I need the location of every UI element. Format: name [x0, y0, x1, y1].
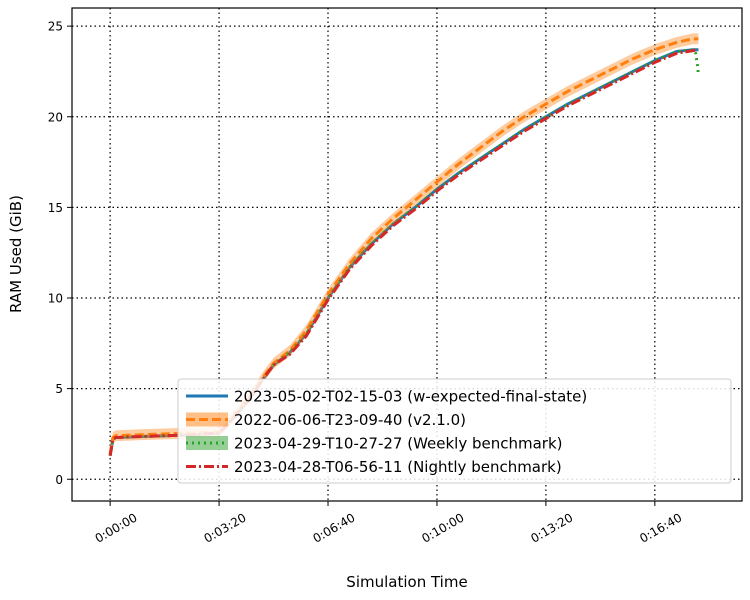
plot-frame	[71, 7, 743, 502]
x-tick-label: 0:00:00	[93, 510, 140, 545]
x-tick-label: 0:13:20	[528, 510, 575, 545]
x-tick-label: 0:06:40	[310, 510, 357, 545]
legend-entry: 2023-05-02-T02-15-03 (w-expected-final-s…	[234, 388, 587, 406]
series-line-3	[108, 48, 699, 456]
legend-entry: 2023-04-28-T06-56-11 (Nightly benchmark)	[234, 458, 562, 476]
y-tick-label: 15	[48, 201, 63, 215]
x-axis-label: Simulation Time	[346, 573, 467, 591]
legend-entry: 2023-04-29-T10-27-27 (Weekly benchmark)	[234, 435, 563, 453]
x-tick-label: 0:16:40	[637, 510, 684, 545]
x-tick-label: 0:10:00	[419, 510, 466, 545]
y-tick-label: 20	[48, 110, 63, 124]
y-axis-ticks: 0 5 10 15 20 25	[48, 20, 72, 487]
legend-entry: 2022-06-06-T23-09-40 (v2.1.0)	[234, 411, 466, 429]
x-tick-label: 0:03:20	[202, 510, 249, 545]
y-tick-label: 0	[55, 473, 63, 487]
legend-box	[177, 378, 732, 484]
y-axis-label: RAM Used (GiB)	[7, 195, 25, 313]
y-tick-label: 25	[48, 20, 63, 34]
legend-swatch-band	[186, 436, 228, 450]
y-tick-label: 10	[48, 292, 63, 306]
legend: 2023-05-02-T02-15-03 (w-expected-final-s…	[177, 378, 732, 484]
y-tick-label: 5	[55, 382, 63, 396]
x-axis-ticks: 0:00:00 0:03:20 0:06:40 0:10:00 0:13:20 0:16:…	[93, 501, 684, 546]
